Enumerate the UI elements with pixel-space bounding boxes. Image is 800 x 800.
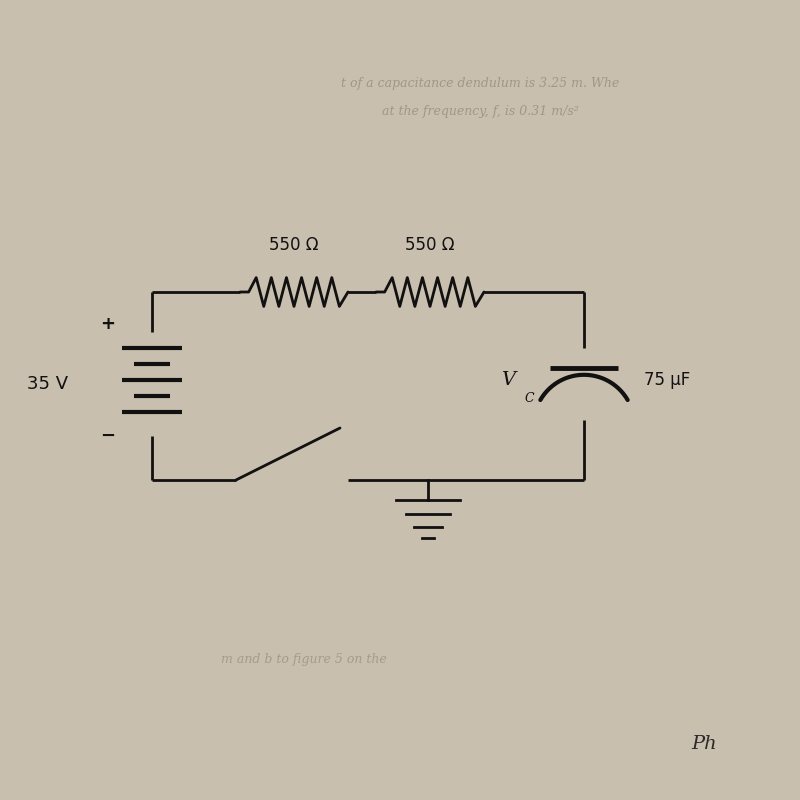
Text: t of a capacitance dendulum is 3.25 m. Whe: t of a capacitance dendulum is 3.25 m. W…: [341, 78, 619, 90]
Text: m and b to figure 5 on the: m and b to figure 5 on the: [221, 654, 387, 666]
Text: Ph: Ph: [691, 735, 717, 753]
Text: 550 Ω: 550 Ω: [270, 235, 318, 254]
Text: 75 μF: 75 μF: [644, 371, 690, 389]
Text: at the frequency, f, is 0.31 m/s²: at the frequency, f, is 0.31 m/s²: [382, 106, 578, 118]
Text: 550 Ω: 550 Ω: [406, 235, 454, 254]
Text: V: V: [501, 371, 515, 389]
Text: 35 V: 35 V: [27, 375, 68, 393]
Text: −: −: [101, 427, 115, 445]
Text: +: +: [101, 315, 115, 333]
Text: C: C: [525, 392, 534, 405]
